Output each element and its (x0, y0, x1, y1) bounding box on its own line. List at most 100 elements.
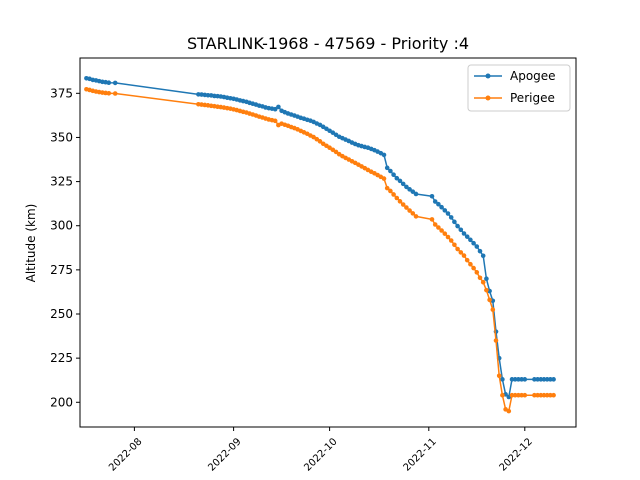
y-tick-label: 250 (50, 307, 73, 321)
perigee-data-point (493, 338, 499, 343)
apogee-data-point (458, 227, 464, 233)
perigee-data-point (464, 257, 470, 263)
perigee-data-point (541, 392, 547, 398)
apogee-data-point (432, 199, 438, 204)
perigee-data-point (532, 392, 537, 398)
apogee-data-point (548, 377, 553, 382)
perigee-data-point (458, 250, 464, 255)
apogee-data-point (276, 104, 281, 110)
perigee-data-point (535, 392, 540, 398)
apogee-data-point (384, 165, 390, 171)
apogee-data-point (391, 172, 396, 177)
perigee-data-point (477, 275, 483, 281)
perigee-series-line (86, 88, 554, 412)
apogee-data-point (544, 377, 550, 382)
x-tick-label: 2022-11 (402, 436, 439, 473)
perigee-data-point (452, 242, 457, 248)
perigee-data-point (490, 307, 496, 312)
x-tick-label: 2022-08 (107, 436, 144, 473)
apogee-data-point (413, 191, 419, 197)
perigee-data-point (551, 392, 556, 398)
perigee-data-point (461, 253, 467, 258)
perigee-data-point (538, 392, 544, 398)
apogee-data-point (388, 168, 393, 174)
apogee-data-point (551, 377, 556, 382)
apogee-data-point (522, 377, 528, 382)
legend-apogee-marker (485, 73, 491, 79)
apogee-data-point (474, 244, 480, 249)
perigee-data-point (496, 373, 502, 379)
perigee-data-point (429, 217, 435, 222)
apogee-data-point (509, 377, 515, 382)
perigee-data-point (468, 261, 473, 267)
apogee-data-point (484, 276, 489, 281)
apogee-data-point (477, 248, 483, 254)
perigee-data-point (516, 392, 521, 398)
perigee-data-point (509, 392, 515, 398)
perigee-data-point (484, 287, 489, 293)
perigee-data-point (381, 176, 387, 181)
apogee-data-point (535, 377, 540, 382)
apogee-data-point (448, 215, 454, 220)
perigee-data-point (394, 195, 400, 201)
y-tick-label: 225 (50, 351, 73, 365)
apogee-data-point (532, 377, 537, 382)
perigee-data-point (442, 231, 448, 236)
apogee-data-point (442, 208, 448, 213)
chart-title: STARLINK-1968 - 47569 - Priority :4 (187, 34, 469, 53)
perigee-data-point (410, 211, 416, 216)
perigee-data-point (487, 297, 492, 303)
y-tick-label: 350 (50, 130, 73, 144)
y-tick-label: 275 (50, 263, 73, 277)
apogee-data-point (272, 106, 278, 112)
apogee-data-point (436, 201, 441, 207)
x-tick-label: 2022-12 (498, 436, 535, 473)
apogee-data-point (541, 377, 547, 382)
perigee-data-point (500, 392, 505, 398)
apogee-data-point (512, 377, 518, 382)
perigee-data-point (407, 208, 412, 213)
perigee-data-point (404, 205, 409, 210)
y-axis-label: Altitude (km) (24, 204, 38, 283)
legend-perigee-marker (485, 95, 491, 101)
apogee-data-point (407, 187, 412, 192)
perigee-data-point (448, 238, 454, 243)
perigee-data-point (106, 91, 112, 96)
apogee-data-point (439, 204, 444, 210)
perigee-data-point (333, 149, 339, 155)
apogee-data-point (381, 152, 387, 158)
perigee-data-point (413, 214, 419, 219)
apogee-data-point (471, 240, 476, 246)
perigee-data-point (544, 392, 550, 398)
perigee-data-point (439, 228, 444, 233)
perigee-data-point (548, 392, 553, 398)
perigee-data-point (455, 246, 460, 252)
series-layer (84, 76, 556, 414)
apogee-data-point (106, 80, 112, 86)
x-axis: 2022-08 2022-09 2022-10 2022-11 2022-12 (107, 427, 535, 474)
perigee-data-point (471, 265, 476, 271)
legend: Apogee Perigee (467, 64, 571, 112)
y-tick-label: 375 (50, 86, 73, 100)
y-tick-label: 200 (50, 395, 73, 409)
perigee-data-point (436, 225, 441, 230)
perigee-data-point (272, 118, 278, 124)
apogee-data-point (397, 178, 403, 184)
perigee-data-point (522, 392, 528, 398)
apogee-data-point (445, 211, 451, 216)
y-tick-label: 300 (50, 219, 73, 233)
perigee-data-point (112, 91, 118, 96)
y-axis: 200 225 250 275 300 325 350 375 (50, 86, 80, 409)
apogee-data-point (452, 219, 457, 225)
legend-apogee-label: Apogee (510, 69, 556, 83)
apogee-data-point (516, 377, 521, 382)
y-tick-label: 325 (50, 175, 73, 189)
apogee-data-point (455, 223, 460, 229)
perigee-data-point (506, 408, 512, 414)
perigee-data-point (519, 392, 524, 398)
perigee-data-point (391, 192, 396, 197)
perigee-data-point (432, 222, 438, 227)
apogee-data-point (400, 181, 406, 187)
perigee-data-point (384, 185, 390, 191)
